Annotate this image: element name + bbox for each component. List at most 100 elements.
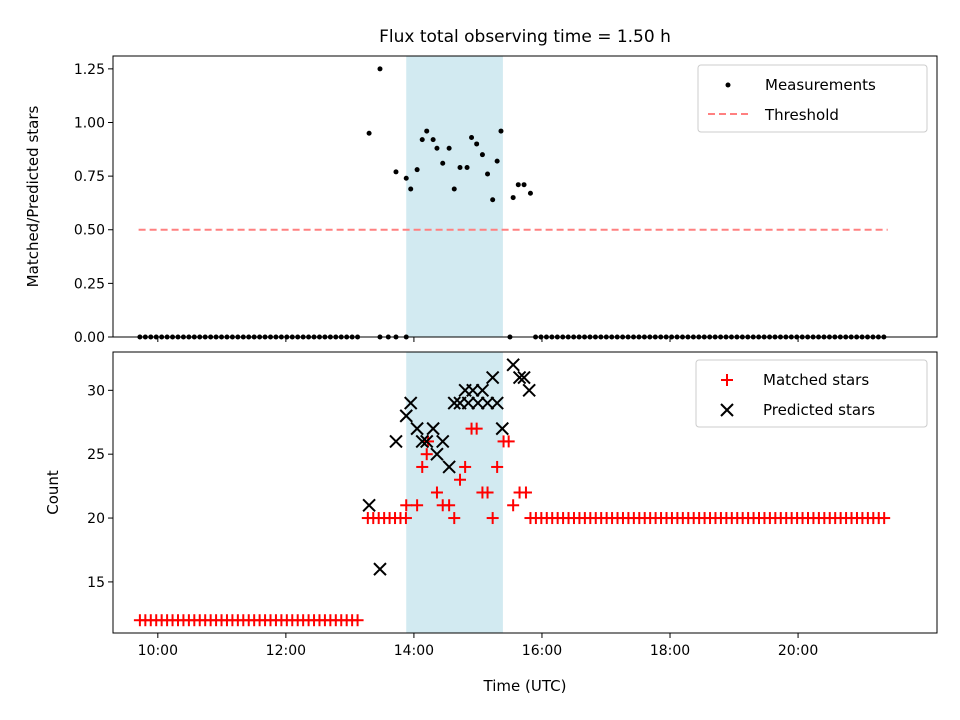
- x-tick-label: 12:00: [266, 643, 306, 659]
- predicted-star-point: [436, 434, 450, 449]
- measurement-point: [521, 182, 527, 188]
- measurement-point: [430, 137, 436, 143]
- matched-star-point: [502, 435, 515, 448]
- predicted-star-point: [475, 383, 490, 398]
- x-tick-label: 20:00: [778, 643, 818, 659]
- predicted-star-point: [415, 434, 429, 449]
- matched-star-point: [430, 486, 443, 499]
- measurement-point: [366, 130, 372, 136]
- predicted-star-point: [471, 396, 485, 410]
- measurement-point: [451, 186, 457, 192]
- matched-star-point: [507, 499, 520, 512]
- predicted-star-point: [420, 434, 434, 449]
- top-y-tick-label: 0.50: [74, 223, 105, 239]
- predicted-star-point: [517, 370, 531, 385]
- measurement-point: [403, 175, 409, 181]
- predicted-star-point: [399, 409, 413, 423]
- matched-star-point: [416, 460, 429, 473]
- top-y-tick-label: 0.00: [74, 330, 105, 346]
- x-tick-label: 14:00: [394, 643, 434, 659]
- predicted-star-point: [495, 421, 509, 436]
- bottom-plot-frame: [112, 351, 938, 634]
- bottom-y-tick-label: 20: [87, 511, 105, 527]
- bottom-y-tick-label: 30: [87, 383, 105, 399]
- top-y-tick-label: 0.75: [74, 169, 105, 185]
- legend-matched-label: Matched stars: [763, 371, 869, 389]
- top-y-axis-label: Matched/Predicted stars: [24, 106, 42, 288]
- top-y-tick-label: 1.25: [74, 62, 105, 78]
- matched-star-point: [400, 499, 413, 512]
- measurement-point: [490, 197, 496, 203]
- predicted-star-point: [442, 460, 456, 474]
- x-tick-label: 10:00: [138, 643, 178, 659]
- predicted-star-point: [373, 562, 387, 576]
- top-y-tick-label: 0.25: [74, 276, 105, 292]
- predicted-star-point: [461, 396, 476, 410]
- top-y-ticks: 0.00 0.25 0.50 0.75 1.00 1.25: [74, 62, 113, 346]
- bottom-legend[interactable]: Matched stars Predicted stars: [695, 359, 928, 428]
- matched-star-point: [481, 486, 494, 499]
- bottom-y-tick-label: 25: [87, 447, 105, 463]
- measurement-point: [424, 128, 430, 134]
- legend-threshold-label: Threshold: [764, 106, 839, 124]
- predicted-star-point: [466, 383, 480, 398]
- matched-star-point: [443, 499, 456, 512]
- legend-predicted-label: Predicted stars: [763, 401, 875, 419]
- matched-star-point: [454, 473, 467, 486]
- measurement-point: [419, 137, 425, 143]
- predicted-star-point: [522, 383, 536, 398]
- measurement-point: [393, 169, 399, 175]
- measurement-point: [527, 190, 533, 196]
- matched-star-point: [470, 422, 483, 435]
- measurement-point: [434, 145, 440, 151]
- x-axis-label: Time (UTC): [483, 677, 567, 695]
- top-plot-frame: [112, 55, 938, 338]
- measurement-point: [377, 66, 383, 72]
- measurement-point: [408, 186, 414, 192]
- bottom-x-ticks: 10:00 12:00 14:00 16:00 18:00 20:00: [138, 633, 818, 659]
- predicted-star-point: [480, 396, 495, 410]
- chart-title: Flux total observing time = 1.50 h: [379, 27, 671, 47]
- matched-star-point: [486, 512, 499, 525]
- x-tick-label: 16:00: [522, 643, 562, 659]
- measurement-point: [446, 145, 452, 151]
- matched-star-point: [420, 448, 433, 461]
- predicted-star-point: [404, 396, 418, 410]
- predicted-star-point: [389, 434, 403, 449]
- legend-measurements-marker: [725, 82, 731, 88]
- measurement-point: [414, 167, 420, 173]
- x-tick-label: 18:00: [650, 643, 690, 659]
- predicted-star-point: [426, 421, 440, 436]
- predicted-star-point: [485, 370, 500, 385]
- predicted-star-point: [362, 498, 376, 512]
- measurement-point: [469, 135, 475, 141]
- predicted-star-point: [506, 358, 520, 372]
- matched-star-point: [519, 486, 532, 499]
- predicted-star-point: [447, 396, 461, 410]
- measurement-point: [457, 165, 463, 171]
- top-panel: 0.00 0.25 0.50 0.75 1.00 1.25 Matched/Predict…: [24, 55, 938, 346]
- measurement-point: [479, 152, 485, 158]
- measurement-point: [515, 182, 521, 188]
- matched-star-point: [491, 460, 504, 473]
- measurement-point: [464, 165, 470, 171]
- legend-predicted-marker: [720, 403, 734, 417]
- predicted-star-point: [410, 421, 424, 436]
- top-x-ticks: [157, 337, 799, 342]
- measurement-point: [440, 160, 446, 166]
- top-legend-box: [697, 64, 928, 133]
- predicted-star-point: [430, 447, 444, 461]
- bottom-legend-box: [695, 359, 928, 428]
- measurement-point: [498, 128, 504, 134]
- measurement-point: [510, 195, 516, 201]
- top-legend[interactable]: Measurements Threshold: [697, 64, 928, 133]
- matched-star-point: [411, 499, 424, 512]
- bottom-y-ticks: 15 20 25 30: [87, 383, 113, 591]
- measurement-point: [485, 171, 491, 177]
- bottom-y-tick-label: 15: [87, 575, 105, 591]
- predicted-stars-points: [362, 358, 536, 576]
- measurement-point: [494, 158, 500, 164]
- matched-star-point: [351, 614, 364, 627]
